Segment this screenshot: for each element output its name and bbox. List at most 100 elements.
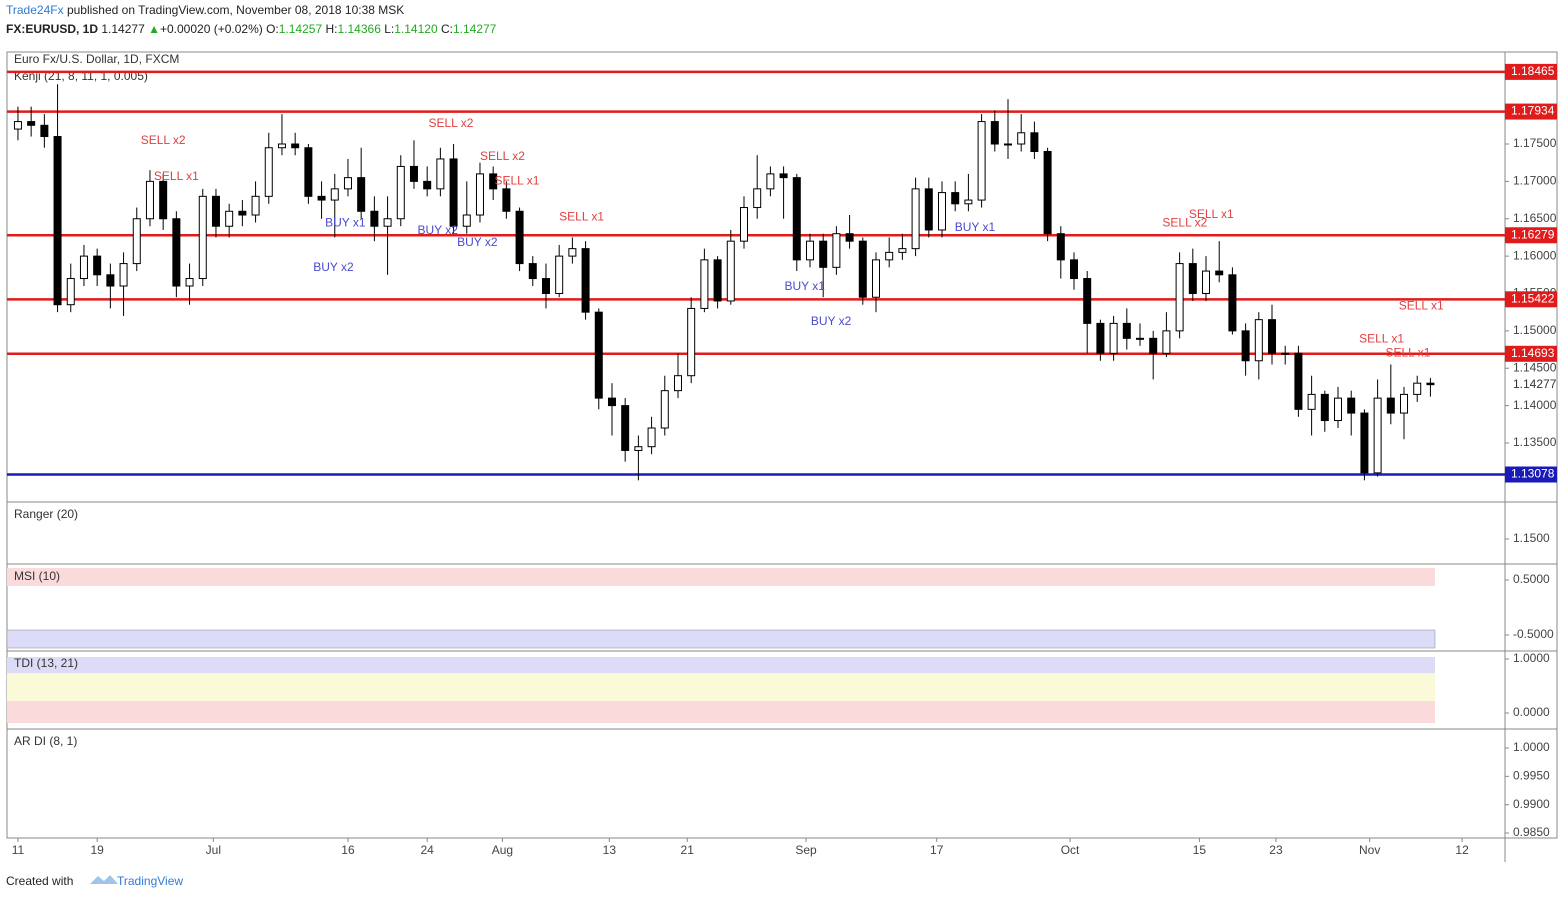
signal-label: BUY x2: [811, 314, 852, 328]
candle-body: [594, 311, 603, 399]
x-tick-label: 13: [603, 843, 617, 857]
msi-upper-zone: [7, 568, 1435, 586]
c: 1.14277: [453, 22, 497, 36]
candle-body: [911, 188, 920, 250]
signal-label: SELL x1: [494, 174, 539, 188]
h: 1.14366: [337, 22, 381, 36]
candle-body: [1413, 382, 1422, 395]
candle-body: [805, 240, 814, 261]
candle-body: [951, 192, 960, 205]
y-tick-label: 1.14500: [1513, 360, 1557, 374]
candle-body: [990, 121, 999, 145]
candle-body: [792, 177, 801, 261]
x-tick-label: Aug: [492, 843, 513, 857]
candle-body: [660, 390, 669, 429]
candle-body: [1307, 393, 1316, 410]
signal-label: BUY x2: [313, 260, 354, 274]
signal-label: BUY x1: [325, 215, 366, 229]
candle-body: [528, 263, 537, 280]
x-tick-label: Nov: [1359, 843, 1380, 857]
candle-body: [409, 165, 418, 182]
candle-body: [1215, 270, 1224, 276]
candle-body: [753, 188, 762, 209]
candle-body: [819, 240, 828, 268]
signal-label: SELL x2: [480, 149, 525, 163]
candle-body: [713, 259, 722, 302]
candle-body: [1254, 319, 1263, 362]
candle-body: [1426, 382, 1435, 386]
y-tick-label: -0.5000: [1513, 627, 1554, 641]
candle-body: [330, 188, 339, 201]
level-label-bg: [1505, 227, 1557, 244]
x-tick-label: 16: [341, 843, 355, 857]
candle-body: [700, 259, 709, 309]
header-line2: FX:EURUSD, 1D 1.14277 ▲+0.00020 (+0.02%)…: [6, 22, 497, 36]
candle-body: [198, 195, 207, 280]
signal-label: SELL x1: [1386, 345, 1431, 359]
candle-body: [27, 121, 36, 126]
candle-body: [502, 188, 511, 212]
x-tick-label: Jul: [206, 843, 221, 857]
signal-label: SELL x2: [141, 133, 186, 147]
candle-body: [423, 180, 432, 190]
level-label: 1.17934: [1511, 104, 1555, 118]
candle-body: [1241, 330, 1250, 362]
tdi-upper-zone: [7, 657, 1435, 673]
candle-body: [304, 147, 313, 197]
x-tick-label: 19: [90, 843, 104, 857]
candle-body: [238, 210, 247, 216]
candle-body: [1109, 322, 1118, 354]
y-tick-label: 1.14000: [1513, 398, 1557, 412]
candle-body: [1149, 337, 1158, 354]
x-tick-label: 23: [1269, 843, 1283, 857]
candle-body: [277, 143, 286, 149]
candle-body: [845, 233, 854, 242]
candle-body: [357, 177, 366, 212]
msi-lower-zone: [6, 629, 1436, 649]
signal-label: BUY x2: [457, 235, 498, 249]
candle-body: [541, 278, 550, 294]
candle-body: [13, 121, 22, 130]
candle-body: [1188, 263, 1197, 294]
chart-title: Euro Fx/U.S. Dollar, 1D, FXCM: [14, 52, 179, 66]
footer-created: Created with: [6, 874, 73, 888]
candle-body: [172, 218, 181, 287]
candle-body: [145, 180, 154, 220]
x-tick-label: 12: [1455, 843, 1469, 857]
y-tick-label: 0.0000: [1513, 705, 1550, 719]
candle-body: [1320, 393, 1329, 422]
x-tick-label: 11: [12, 843, 25, 857]
candle-body: [1096, 322, 1105, 354]
candle-body: [53, 136, 62, 306]
candle-body: [858, 240, 867, 298]
y-tick-label: 1.1500: [1513, 531, 1550, 545]
y-tick-label: 1.13500: [1513, 435, 1557, 449]
candle-body: [1202, 270, 1211, 294]
candle-body: [1373, 397, 1382, 474]
o-label: O:: [266, 22, 279, 36]
x-tick-label: Oct: [1061, 843, 1080, 857]
candle-body: [568, 248, 577, 257]
candle-body: [832, 233, 841, 268]
candle-body: [291, 143, 300, 149]
candle-body: [1347, 397, 1356, 414]
candle-body: [1030, 132, 1039, 152]
o: 1.14257: [279, 22, 323, 36]
last: 1.14277: [101, 22, 145, 36]
level-label: 1.13078: [1511, 467, 1555, 481]
y-tick-label: 1.15000: [1513, 323, 1557, 337]
candle-body: [1162, 330, 1171, 354]
l: 1.14120: [394, 22, 438, 36]
candle-body: [898, 248, 907, 253]
level-label: 1.18465: [1511, 64, 1555, 78]
y-tick-label: 1.17500: [1513, 136, 1557, 150]
c-label: C:: [441, 22, 453, 36]
level-label-bg: [1505, 345, 1557, 362]
candle-body: [79, 255, 88, 280]
candle-body: [555, 255, 564, 294]
candle-body: [1043, 150, 1052, 235]
header-line1: Trade24Fx published on TradingView.com, …: [6, 3, 404, 17]
candle-body: [66, 278, 75, 306]
candle-body: [964, 199, 973, 205]
